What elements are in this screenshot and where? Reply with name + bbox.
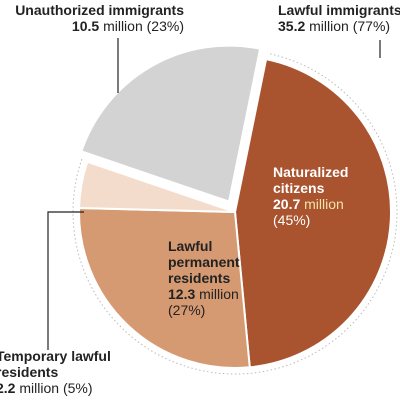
label-lawful-group-unit: million	[309, 18, 349, 34]
label-unauthorized-unit: million	[103, 18, 143, 34]
label-temporary: Temporary lawful residents 2.2 million (…	[0, 348, 111, 396]
label-temporary-line1: Temporary lawful	[0, 348, 111, 364]
label-temporary-line2: residents	[0, 364, 59, 380]
slice-naturalized-citizens	[233, 57, 392, 369]
label-naturalized-unit: million	[304, 196, 344, 212]
lawful-group-outline	[72, 53, 398, 375]
label-unauthorized-value: 10.5	[71, 18, 100, 34]
label-unauthorized: Unauthorized immigrants 10.5 million (23…	[2, 2, 184, 34]
label-unauthorized-line1: Unauthorized	[15, 2, 105, 18]
label-naturalized-line1: Naturalized	[273, 164, 349, 180]
label-lpr: Lawful permanent residents 12.3 million …	[168, 238, 240, 318]
label-lawful-group: Lawful immigrants 35.2 million (77%)	[278, 2, 400, 34]
label-lpr-line2: permanent	[168, 254, 240, 270]
label-lpr-value: 12.3	[168, 286, 196, 302]
label-lpr-unit: million	[199, 286, 239, 302]
label-unauthorized-percent: (23%)	[146, 18, 184, 34]
label-lawful-group-value: 35.2	[278, 18, 306, 34]
label-unauthorized-line2: immigrants	[108, 2, 184, 18]
leader-temporary	[47, 211, 84, 350]
label-lawful-group-percent: (77%)	[352, 18, 391, 34]
label-naturalized-line2: citizens	[273, 180, 325, 196]
label-lawful-group-title: Lawful immigrants	[278, 2, 400, 18]
label-naturalized-value: 20.7	[273, 196, 301, 212]
label-temporary-value: 2.2	[0, 380, 16, 396]
label-naturalized: Naturalized citizens 20.7 million (45%)	[273, 164, 348, 228]
slice-lawful-permanent-residents	[78, 207, 251, 369]
label-temporary-percent: (5%)	[62, 380, 93, 396]
label-lpr-percent: (27%)	[168, 302, 206, 318]
label-temporary-unit: million	[19, 380, 60, 396]
slice-temporary-lawful-residents	[78, 160, 236, 213]
label-naturalized-percent: (45%)	[273, 212, 311, 228]
label-lpr-line1: Lawful	[168, 238, 213, 254]
label-lpr-line3: residents	[168, 270, 231, 286]
slice-unauthorized-immigrants	[80, 44, 262, 203]
